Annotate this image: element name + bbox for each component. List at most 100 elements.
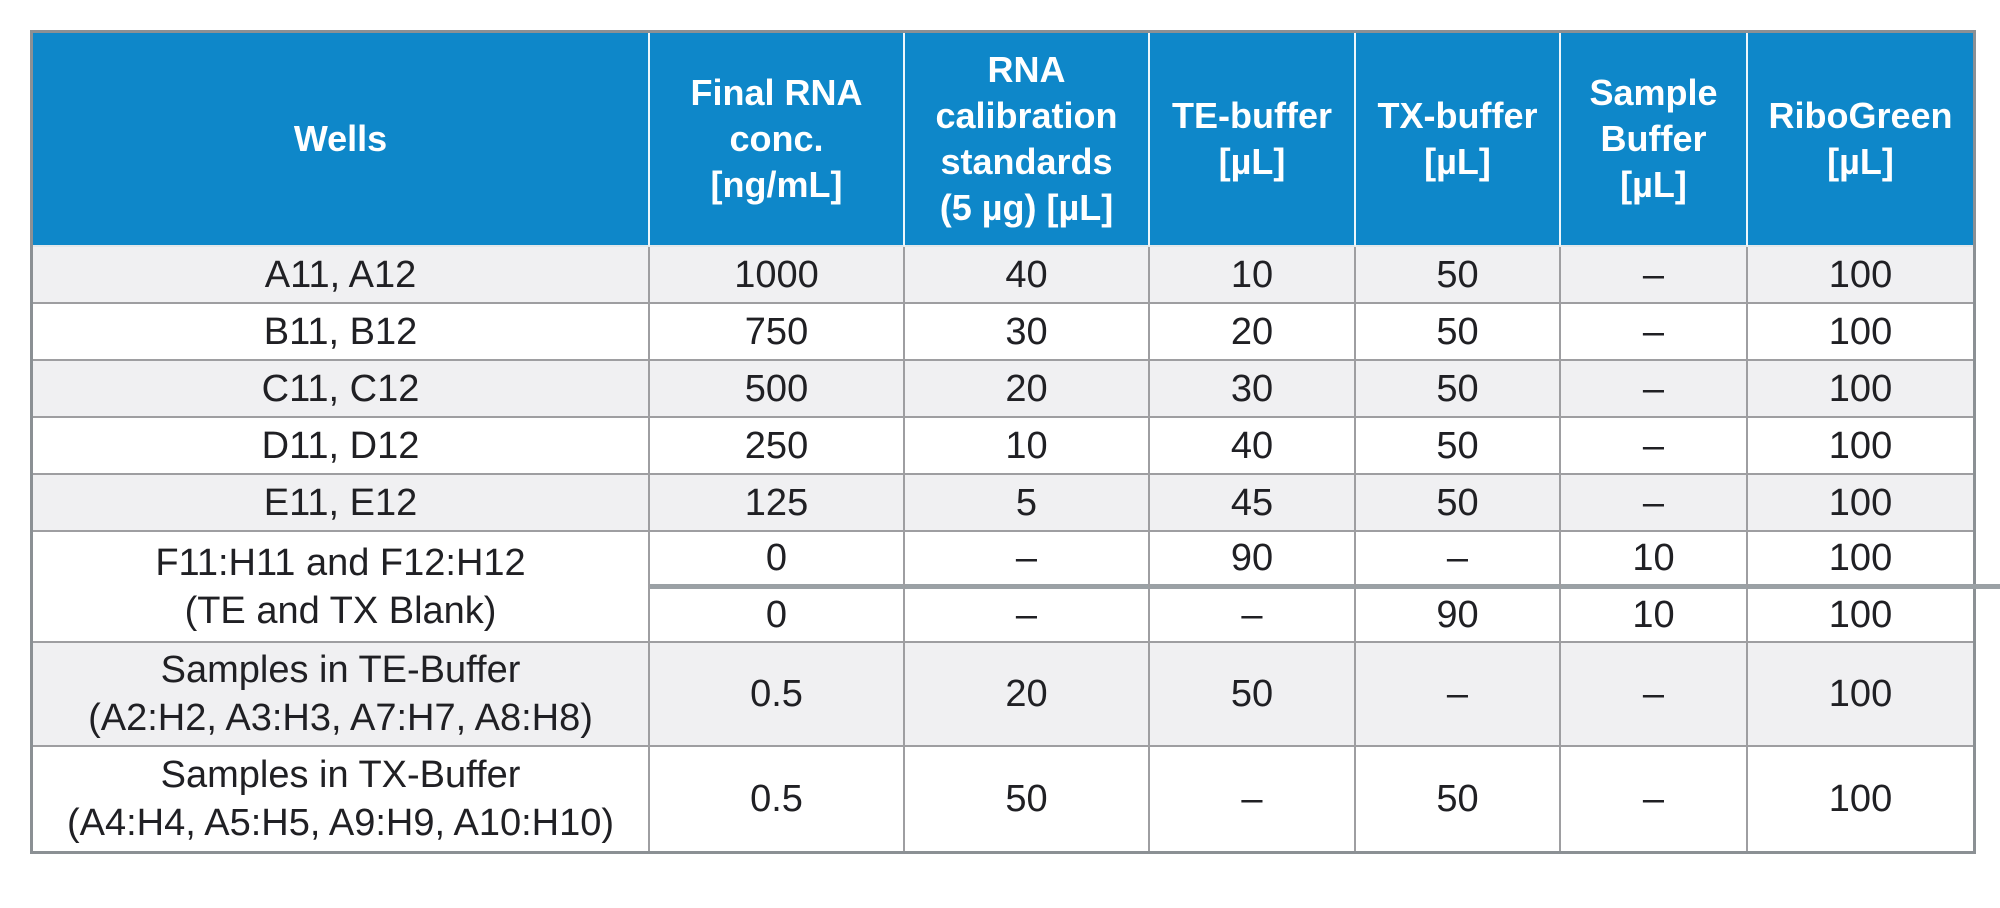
value-cell: 20 bbox=[1150, 304, 1356, 361]
value-cell: – bbox=[1561, 475, 1748, 532]
value-cell: 50 bbox=[1356, 747, 1561, 851]
column-header-label: Sample bbox=[1589, 72, 1718, 113]
value-cell: 20 bbox=[905, 361, 1150, 418]
wells-label-line: (TE and TX Blank) bbox=[184, 589, 497, 632]
value-cell: 30 bbox=[1150, 361, 1356, 418]
value-cell: 250 bbox=[650, 418, 905, 475]
value-cell: 90 bbox=[1150, 532, 1356, 589]
wells-cell: C11, C12 bbox=[33, 361, 650, 418]
value-cell: 100 bbox=[1748, 361, 1973, 418]
table-row-d11-d12: D11, D12 250 10 40 50 – 100 bbox=[33, 418, 1973, 475]
value-cell: 5 bbox=[905, 475, 1150, 532]
value-cell: 30 bbox=[905, 304, 1150, 361]
table-row-e11-e12: E11, E12 125 5 45 50 – 100 bbox=[33, 475, 1973, 532]
wells-cell: D11, D12 bbox=[33, 418, 650, 475]
value-cell: – bbox=[905, 532, 1150, 589]
table-row-b11-b12: B11, B12 750 30 20 50 – 100 bbox=[33, 304, 1973, 361]
value-cell: 40 bbox=[905, 247, 1150, 304]
table-row-a11-a12: A11, A12 1000 40 10 50 – 100 bbox=[33, 247, 1973, 304]
column-header-label: [µL] bbox=[1620, 164, 1687, 205]
wells-cell: Samples in TX-Buffer (A4:H4, A5:H5, A9:H… bbox=[33, 747, 650, 851]
column-header-label: conc. bbox=[729, 118, 824, 159]
value-cell: 100 bbox=[1748, 532, 2000, 589]
value-cell: 10 bbox=[1561, 532, 1748, 589]
value-cell: 100 bbox=[1748, 475, 1973, 532]
column-header-ribogreen: RiboGreen [µL] bbox=[1748, 33, 1973, 247]
column-header-label: TE-buffer bbox=[1172, 95, 1332, 136]
column-header-label: TX-buffer bbox=[1377, 95, 1538, 136]
column-header-label: standards bbox=[940, 141, 1113, 182]
value-cell: – bbox=[1561, 643, 1748, 747]
wells-label-line: Samples in TE-Buffer bbox=[160, 649, 521, 691]
value-cell: – bbox=[1356, 532, 1561, 589]
wells-cell-merged: F11:H11 and F12:H12 (TE and TX Blank) bbox=[33, 532, 650, 643]
value-cell: 0 bbox=[650, 532, 905, 589]
value-cell: 50 bbox=[1150, 643, 1356, 747]
wells-cell: E11, E12 bbox=[33, 475, 650, 532]
value-cell: 500 bbox=[650, 361, 905, 418]
value-cell: – bbox=[1561, 747, 1748, 851]
table-header-row: Wells Final RNA conc. [ng/mL] RNA calibr… bbox=[33, 33, 1973, 247]
value-cell: 100 bbox=[1748, 247, 1973, 304]
value-cell: 50 bbox=[1356, 475, 1561, 532]
column-header-label: [µL] bbox=[1424, 141, 1491, 182]
value-cell: 50 bbox=[905, 747, 1150, 851]
value-cell: 10 bbox=[1150, 247, 1356, 304]
column-header-label: Final RNA bbox=[690, 72, 863, 113]
value-cell: 1000 bbox=[650, 247, 905, 304]
value-cell: 50 bbox=[1356, 247, 1561, 304]
wells-label-line: Samples in TX-Buffer bbox=[160, 754, 521, 796]
column-header-sample-buffer: Sample Buffer [µL] bbox=[1561, 33, 1748, 247]
value-cell: – bbox=[1561, 247, 1748, 304]
wells-cell: A11, A12 bbox=[33, 247, 650, 304]
value-cell: – bbox=[1150, 589, 1356, 643]
value-cell: 0 bbox=[650, 589, 905, 643]
column-header-rna-calibration-standards: RNA calibration standards (5 µg) [µL] bbox=[905, 33, 1150, 247]
value-cell: 50 bbox=[1356, 361, 1561, 418]
value-cell: 40 bbox=[1150, 418, 1356, 475]
value-cell: 100 bbox=[1748, 747, 1973, 851]
table-row-blank-te: F11:H11 and F12:H12 (TE and TX Blank) 0 … bbox=[33, 532, 2000, 643]
table-row-samples-tx-buffer: Samples in TX-Buffer (A4:H4, A5:H5, A9:H… bbox=[33, 747, 1973, 851]
wells-label-line: F11:H11 and F12:H12 bbox=[155, 541, 526, 584]
value-cell: 100 bbox=[1748, 304, 1973, 361]
column-header-label: Buffer bbox=[1600, 118, 1707, 159]
wells-cell: Samples in TE-Buffer (A2:H2, A3:H3, A7:H… bbox=[33, 643, 650, 747]
wells-cell: B11, B12 bbox=[33, 304, 650, 361]
column-header-label: [ng/mL] bbox=[710, 164, 843, 205]
wells-label-line: (A4:H4, A5:H5, A9:H9, A10:H10) bbox=[66, 802, 615, 844]
rna-pipetting-scheme-table: Wells Final RNA conc. [ng/mL] RNA calibr… bbox=[30, 30, 2000, 854]
wells-label-line: (A2:H2, A3:H3, A7:H7, A8:H8) bbox=[88, 697, 593, 739]
column-header-label: (5 µg) [µL] bbox=[939, 187, 1114, 228]
value-cell: 20 bbox=[905, 643, 1150, 747]
column-header-final-rna-conc: Final RNA conc. [ng/mL] bbox=[650, 33, 905, 247]
column-header-label: Wells bbox=[293, 118, 388, 159]
value-cell: 100 bbox=[1748, 643, 1973, 747]
column-header-tx-buffer: TX-buffer [µL] bbox=[1356, 33, 1561, 247]
column-header-label: calibration bbox=[935, 95, 1118, 136]
value-cell: 50 bbox=[1356, 418, 1561, 475]
value-cell: 10 bbox=[905, 418, 1150, 475]
value-cell: 100 bbox=[1748, 418, 1973, 475]
table-row-blank-tx: 0 – – 90 10 100 bbox=[33, 589, 1973, 643]
value-cell: 50 bbox=[1356, 304, 1561, 361]
column-header-label: [µL] bbox=[1827, 141, 1894, 182]
value-cell: – bbox=[1561, 361, 1748, 418]
value-cell: 100 bbox=[1748, 589, 1973, 643]
value-cell: – bbox=[905, 589, 1150, 643]
value-cell: – bbox=[1561, 304, 1748, 361]
value-cell: – bbox=[1561, 418, 1748, 475]
column-header-label: RiboGreen bbox=[1768, 95, 1953, 136]
column-header-wells: Wells bbox=[33, 33, 650, 247]
column-header-label: [µL] bbox=[1218, 141, 1286, 182]
value-cell: 45 bbox=[1150, 475, 1356, 532]
value-cell: 10 bbox=[1561, 589, 1748, 643]
value-cell: 125 bbox=[650, 475, 905, 532]
value-cell: 0.5 bbox=[650, 747, 905, 851]
column-header-te-buffer: TE-buffer [µL] bbox=[1150, 33, 1356, 247]
column-header-label: RNA bbox=[987, 49, 1066, 90]
value-cell: 90 bbox=[1356, 589, 1561, 643]
value-cell: – bbox=[1356, 643, 1561, 747]
table-row-c11-c12: C11, C12 500 20 30 50 – 100 bbox=[33, 361, 1973, 418]
